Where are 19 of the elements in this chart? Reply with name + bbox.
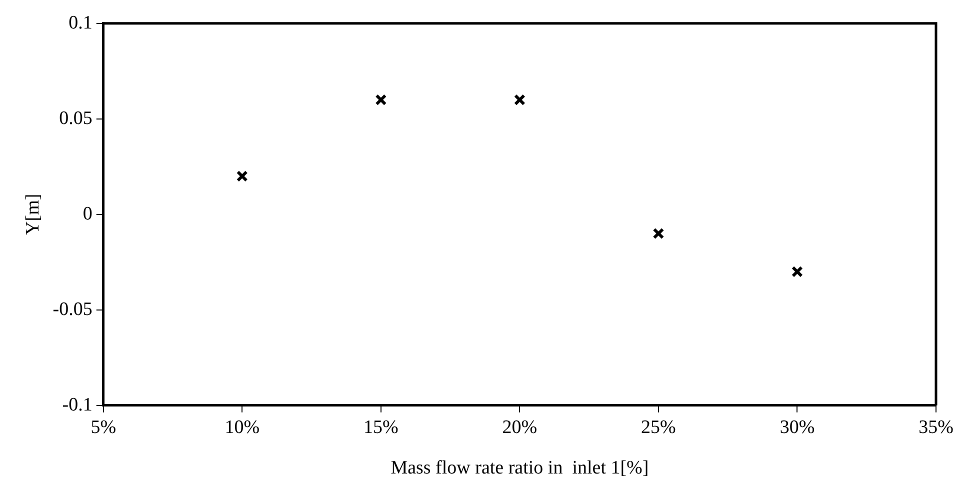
x-axis-title: Mass flow rate ratio in inlet 1[%] — [390, 458, 649, 479]
point — [652, 228, 664, 240]
y-tick-label: -0.05 — [52, 298, 92, 320]
point — [514, 94, 526, 106]
point — [375, 94, 387, 106]
point — [236, 170, 248, 182]
x-tick-label: 25% — [641, 416, 676, 438]
x-tick-label: 30% — [780, 416, 815, 438]
y-tick-label: 0.1 — [68, 12, 92, 34]
x-tick-label: 35% — [918, 416, 954, 438]
y-tick-label: 0.05 — [59, 108, 92, 129]
x-tick-label: 10% — [224, 416, 260, 438]
x-tick-label: 5% — [90, 416, 116, 438]
y-tick-label: 0 — [82, 203, 92, 224]
y-tick-label: -0.1 — [62, 394, 92, 416]
x-tick-label: 20% — [502, 416, 538, 438]
point — [791, 266, 803, 278]
y-axis-title: Y[m] — [22, 194, 44, 235]
x-tick-label: 15% — [364, 416, 399, 438]
